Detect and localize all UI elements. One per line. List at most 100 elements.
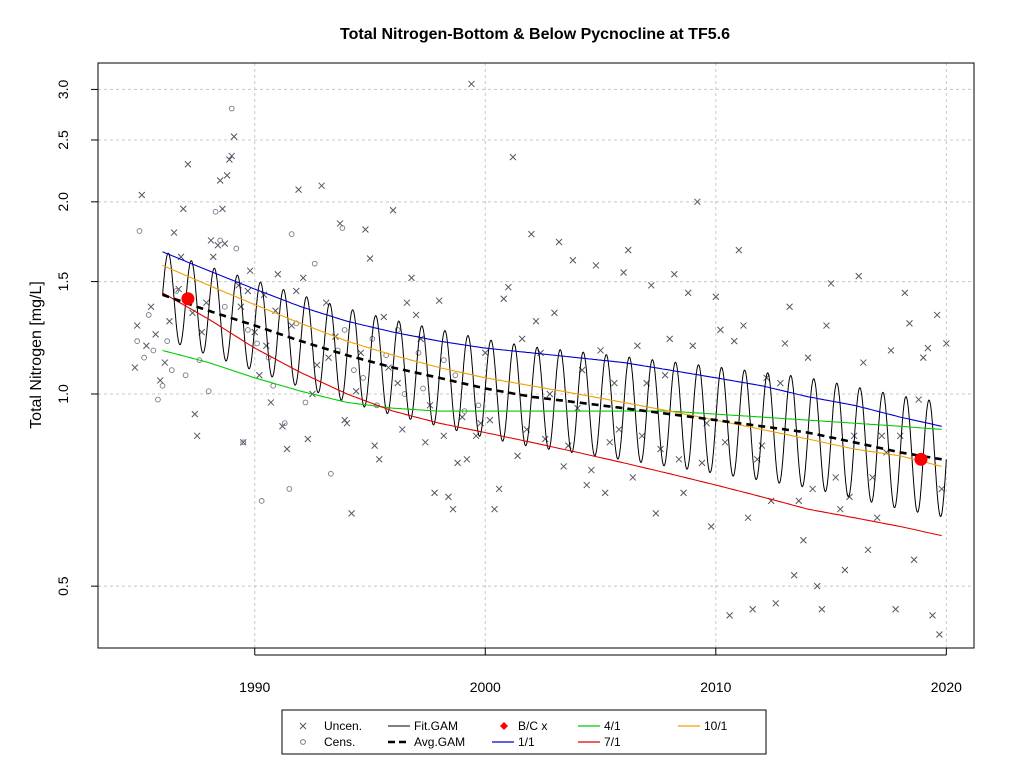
series-4-1-line bbox=[162, 349, 942, 430]
censored-point bbox=[212, 208, 219, 215]
uncensored-point bbox=[933, 311, 941, 319]
uncensored-point bbox=[279, 422, 286, 430]
uncensored-point bbox=[818, 605, 826, 613]
uncensored-point bbox=[421, 438, 429, 446]
censored-point bbox=[475, 402, 482, 409]
uncensored-point bbox=[230, 133, 238, 141]
censored-point bbox=[360, 374, 366, 381]
uncensored-point bbox=[458, 413, 466, 421]
uncensored-point bbox=[726, 611, 733, 619]
uncensored-point bbox=[152, 330, 159, 338]
uncensored-point bbox=[237, 303, 245, 311]
censored-point bbox=[134, 338, 141, 344]
uncensored-point bbox=[449, 505, 457, 513]
censored-point bbox=[374, 402, 380, 409]
uncensored-point bbox=[170, 229, 178, 236]
uncensored-point bbox=[380, 313, 388, 321]
x-tick-label: 1990 bbox=[239, 679, 270, 695]
uncensored-point bbox=[481, 349, 489, 357]
uncensored-point bbox=[267, 399, 275, 406]
x-tick-label: 2010 bbox=[700, 679, 731, 695]
censored-point bbox=[182, 372, 189, 379]
uncensored-point bbox=[463, 455, 471, 463]
uncensored-point bbox=[318, 182, 325, 190]
censored-point bbox=[217, 237, 224, 244]
censored-point bbox=[394, 327, 401, 333]
uncensored-point bbox=[352, 387, 360, 395]
uncensored-point bbox=[191, 410, 199, 418]
uncensored-point bbox=[892, 605, 899, 613]
fit-gam-line bbox=[162, 252, 947, 517]
uncensored-point bbox=[896, 432, 904, 440]
legend: Uncen. Cens. Fit.GAM Avg.GAM B/C x 1/1 4/1 7/1 1… bbox=[281, 709, 767, 755]
uncensored-point bbox=[216, 177, 224, 184]
uncensored-point bbox=[179, 205, 187, 213]
uncensored-point bbox=[936, 631, 943, 638]
uncensored-point bbox=[532, 317, 540, 325]
uncensored-point bbox=[226, 156, 233, 163]
censored-point bbox=[281, 420, 288, 427]
uncensored-point bbox=[371, 442, 378, 449]
legend-label: Cens. bbox=[324, 735, 355, 749]
uncensored-point bbox=[864, 546, 872, 554]
uncensored-point bbox=[313, 361, 321, 369]
uncensored-point bbox=[795, 497, 803, 505]
uncensored-point bbox=[601, 489, 609, 497]
uncensored-point bbox=[915, 396, 923, 403]
uncensored-point bbox=[283, 445, 291, 453]
uncensored-point bbox=[855, 272, 863, 280]
uncensored-point bbox=[304, 435, 312, 443]
censored-point bbox=[233, 245, 240, 252]
uncensored-point bbox=[495, 485, 503, 493]
censored-point bbox=[155, 396, 161, 403]
uncensored-point bbox=[841, 566, 849, 574]
series-7-1-line bbox=[162, 292, 942, 537]
uncensored-point bbox=[295, 186, 302, 193]
censored-point bbox=[420, 385, 426, 392]
censored-point bbox=[302, 399, 309, 406]
uncensored-point bbox=[131, 364, 139, 371]
uncensored-point bbox=[156, 377, 164, 384]
uncensored-point bbox=[790, 571, 798, 579]
uncensored-point bbox=[514, 452, 521, 460]
uncensored-point bbox=[541, 435, 549, 443]
y-tick-label: 2.5 bbox=[55, 130, 71, 150]
uncensored-point bbox=[219, 205, 226, 213]
axes: 1990 2000 2010 2020 0.5 1.0 1.5 2.0 2.5 3.0 bbox=[55, 79, 962, 695]
uncensored-point bbox=[394, 379, 402, 387]
censored-point bbox=[205, 388, 212, 395]
uncensored-point bbox=[555, 238, 563, 246]
y-axis-label: Total Nitrogen [mg/L] bbox=[28, 281, 45, 429]
uncensored-point bbox=[823, 322, 830, 329]
uncensored-point bbox=[166, 317, 173, 325]
censored-point bbox=[164, 338, 171, 344]
chart-title: Total Nitrogen-Bottom & Below Pycnocline… bbox=[340, 26, 730, 43]
uncensored-point bbox=[491, 505, 498, 513]
uncensored-point bbox=[138, 191, 146, 199]
uncensored-point bbox=[175, 285, 183, 293]
uncensored-point bbox=[689, 342, 697, 350]
uncensored-point bbox=[587, 466, 595, 474]
uncensored-point bbox=[454, 459, 461, 467]
uncensored-point bbox=[721, 438, 729, 446]
uncensored-point bbox=[389, 206, 397, 214]
uncensored-point bbox=[929, 611, 936, 619]
uncensored-point bbox=[827, 280, 835, 287]
uncensored-point bbox=[749, 605, 757, 613]
uncensored-point bbox=[800, 536, 807, 544]
censored-point bbox=[141, 354, 147, 361]
uncensored-point bbox=[207, 237, 215, 244]
legend-label: 7/1 bbox=[604, 735, 621, 749]
uncensored-point bbox=[620, 269, 627, 276]
uncensored-point bbox=[583, 481, 591, 489]
legend-label: Fit.GAM bbox=[414, 719, 458, 733]
legend-label: Uncen. bbox=[324, 719, 362, 733]
uncensored-point bbox=[629, 474, 637, 481]
y-tick-label: 3.0 bbox=[55, 79, 71, 99]
censored-point bbox=[339, 225, 346, 231]
uncensored-point bbox=[500, 295, 508, 303]
uncensored-point bbox=[398, 426, 406, 433]
uncensored-point bbox=[777, 379, 784, 387]
uncensored-point bbox=[836, 505, 844, 513]
